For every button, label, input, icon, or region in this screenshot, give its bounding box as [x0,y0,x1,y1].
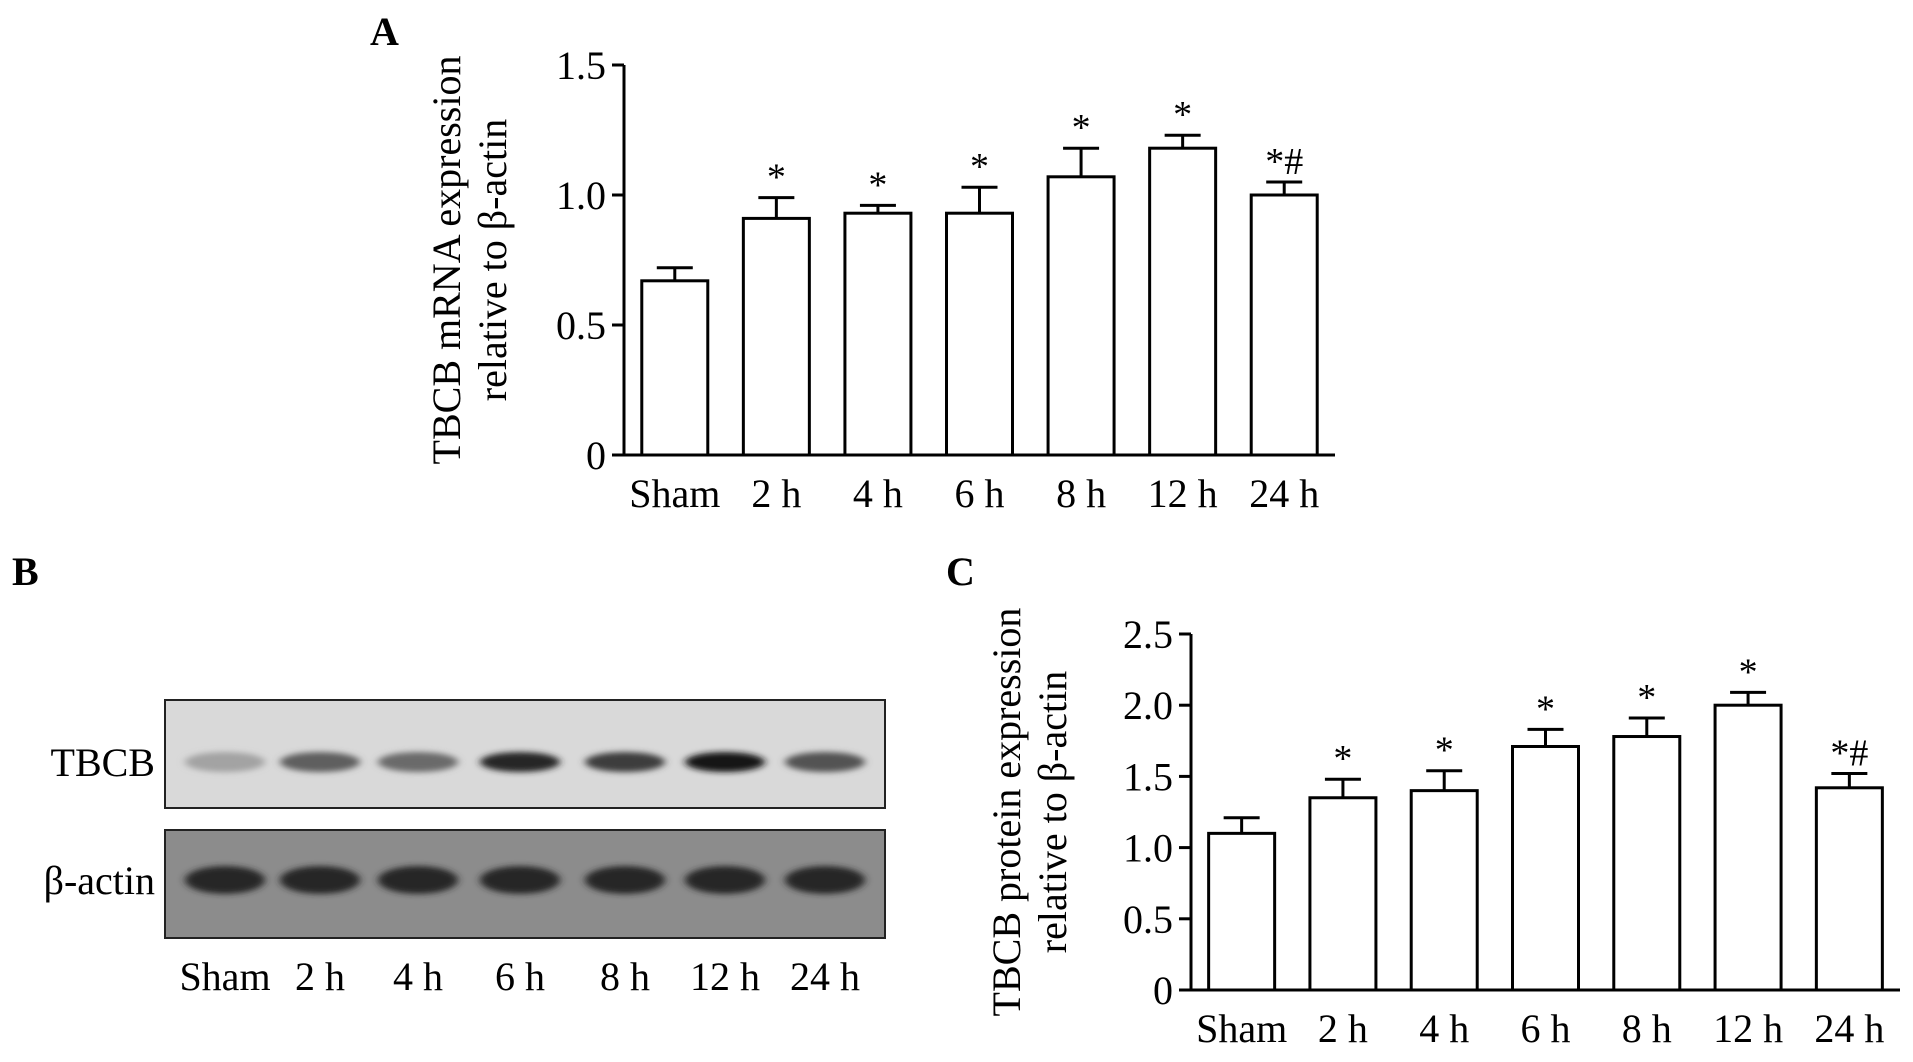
significance-marker: *# [1265,141,1303,183]
y-tick-label: 2.5 [1123,612,1173,657]
significance-marker: * [970,146,989,188]
significance-marker: * [1333,738,1352,780]
y-axis-label: TBCB protein expression [984,608,1029,1017]
x-tick-label: 8 h [1056,471,1106,516]
blot-band [685,866,765,894]
blot-lane-label: Sham [179,954,270,999]
blot-band [378,752,458,772]
y-tick-label: 2.0 [1123,683,1173,728]
y-axis-label: relative to β-actin [1030,671,1075,953]
x-tick-label: 24 h [1249,471,1319,516]
blot-band [185,752,265,772]
y-tick-label: 1.5 [1123,754,1173,799]
bar [1207,831,1277,992]
x-tick-label: 12 h [1713,1006,1783,1051]
y-axis-label: TBCB mRNA expression [424,56,469,465]
bar [1511,744,1580,992]
blot-band [585,752,665,772]
bar [945,211,1014,457]
blot-lane-label: 24 h [790,954,860,999]
blot-band [280,752,360,772]
x-tick-label: Sham [1196,1006,1287,1051]
bar [1409,789,1479,992]
x-tick-label: 2 h [751,471,801,516]
bar [1046,175,1116,457]
blot-lane-label: 8 h [600,954,650,999]
y-tick-label: 0.5 [1123,897,1173,942]
panel-letter-a: A [370,9,399,54]
x-tick-label: 4 h [1419,1006,1469,1051]
x-tick-label: Sham [629,471,720,516]
x-tick-label: 8 h [1622,1006,1672,1051]
blot-band [585,866,665,894]
significance-marker: * [767,157,786,199]
blot-lane-label: 2 h [295,954,345,999]
y-tick-label: 0.5 [556,303,606,348]
significance-marker: * [1072,107,1091,149]
blot-band [785,752,865,772]
bar [1308,796,1378,992]
y-tick-label: 0 [1153,968,1173,1013]
blot-band [480,866,560,894]
bar [1249,193,1319,457]
significance-marker: * [1637,677,1656,719]
panel-letter-c: C [946,549,975,594]
y-tick-label: 1.0 [1123,826,1173,871]
y-tick-label: 1.0 [556,173,606,218]
x-tick-label: 2 h [1318,1006,1368,1051]
bar [1814,786,1884,992]
x-tick-label: 6 h [955,471,1005,516]
y-tick-label: 0 [586,433,606,478]
x-tick-label: 6 h [1521,1006,1571,1051]
bar [1713,703,1783,992]
bar [843,211,913,457]
blot-row-label: TBCB [51,740,155,785]
significance-marker: *# [1830,733,1868,775]
significance-marker: * [1536,688,1555,730]
significance-marker: * [1173,94,1192,136]
blot-band [378,866,458,894]
blot-band [480,752,560,772]
x-tick-label: 24 h [1814,1006,1884,1051]
bar [640,279,710,457]
blot-band [685,752,765,772]
y-tick-label: 1.5 [556,43,606,88]
y-axis-label: relative to β-actin [470,119,515,401]
x-tick-label: 4 h [853,471,903,516]
blot-band [185,866,265,894]
significance-marker: * [1435,730,1454,772]
blot-band [280,866,360,894]
blot-lane-label: 12 h [690,954,760,999]
significance-marker: * [1739,651,1758,693]
significance-marker: * [868,164,887,206]
blot-lane-label: 6 h [495,954,545,999]
blot-lane-label: 4 h [393,954,443,999]
x-tick-label: 12 h [1148,471,1218,516]
blot-band [785,866,865,894]
bar [1612,735,1682,992]
blot-row-label: β-actin [44,858,155,903]
panel-letter-b: B [12,549,39,594]
